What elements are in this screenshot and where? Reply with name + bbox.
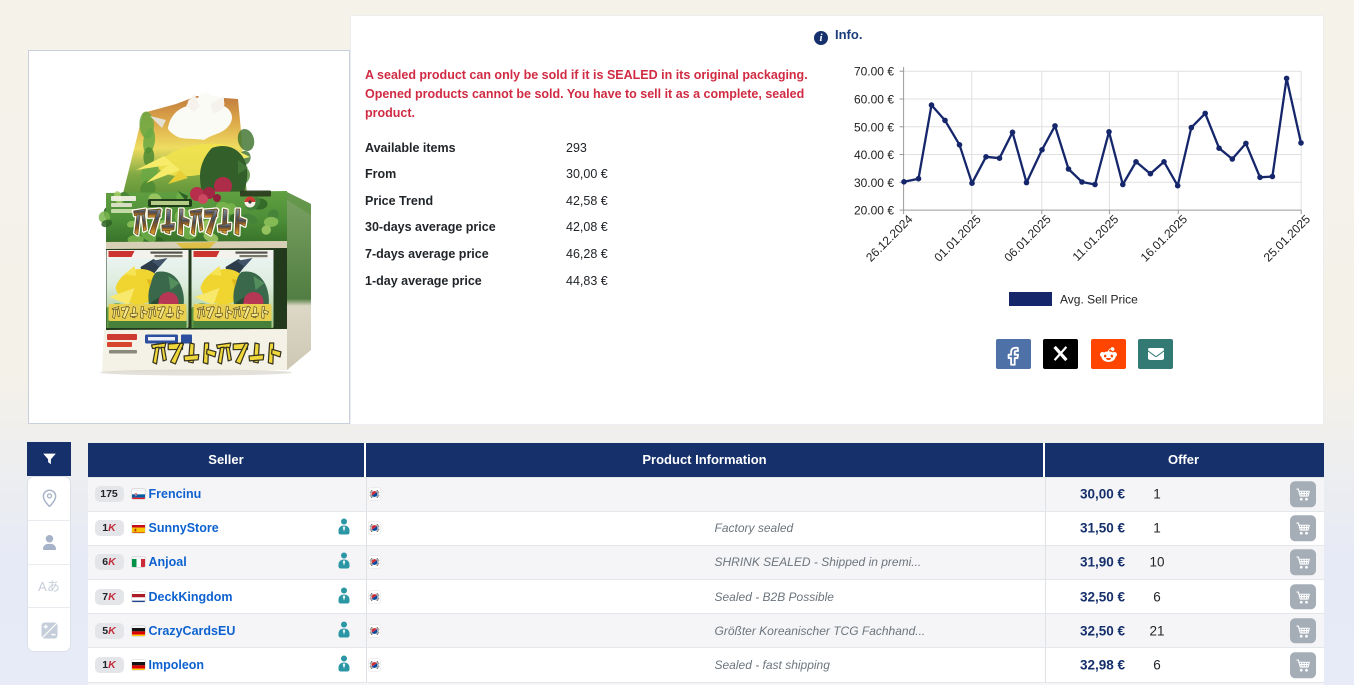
svg-text:25.01.2025: 25.01.2025 [1261,212,1314,265]
svg-text:Avg. Sell Price: Avg. Sell Price [1060,293,1138,307]
svg-text:30.00 €: 30.00 € [854,176,894,190]
svg-text:40.00 €: 40.00 € [854,148,894,162]
svg-text:01.01.2025: 01.01.2025 [931,212,984,265]
svg-text:11.01.2025: 11.01.2025 [1070,212,1122,264]
svg-text:50.00 €: 50.00 € [854,120,894,134]
svg-text:60.00 €: 60.00 € [854,93,894,107]
svg-text:20.00 €: 20.00 € [854,204,894,218]
svg-text:16.01.2025: 16.01.2025 [1138,212,1191,265]
svg-text:70.00 €: 70.00 € [854,65,894,79]
svg-text:06.01.2025: 06.01.2025 [1001,212,1054,265]
svg-text:26.12.2024: 26.12.2024 [863,212,916,265]
